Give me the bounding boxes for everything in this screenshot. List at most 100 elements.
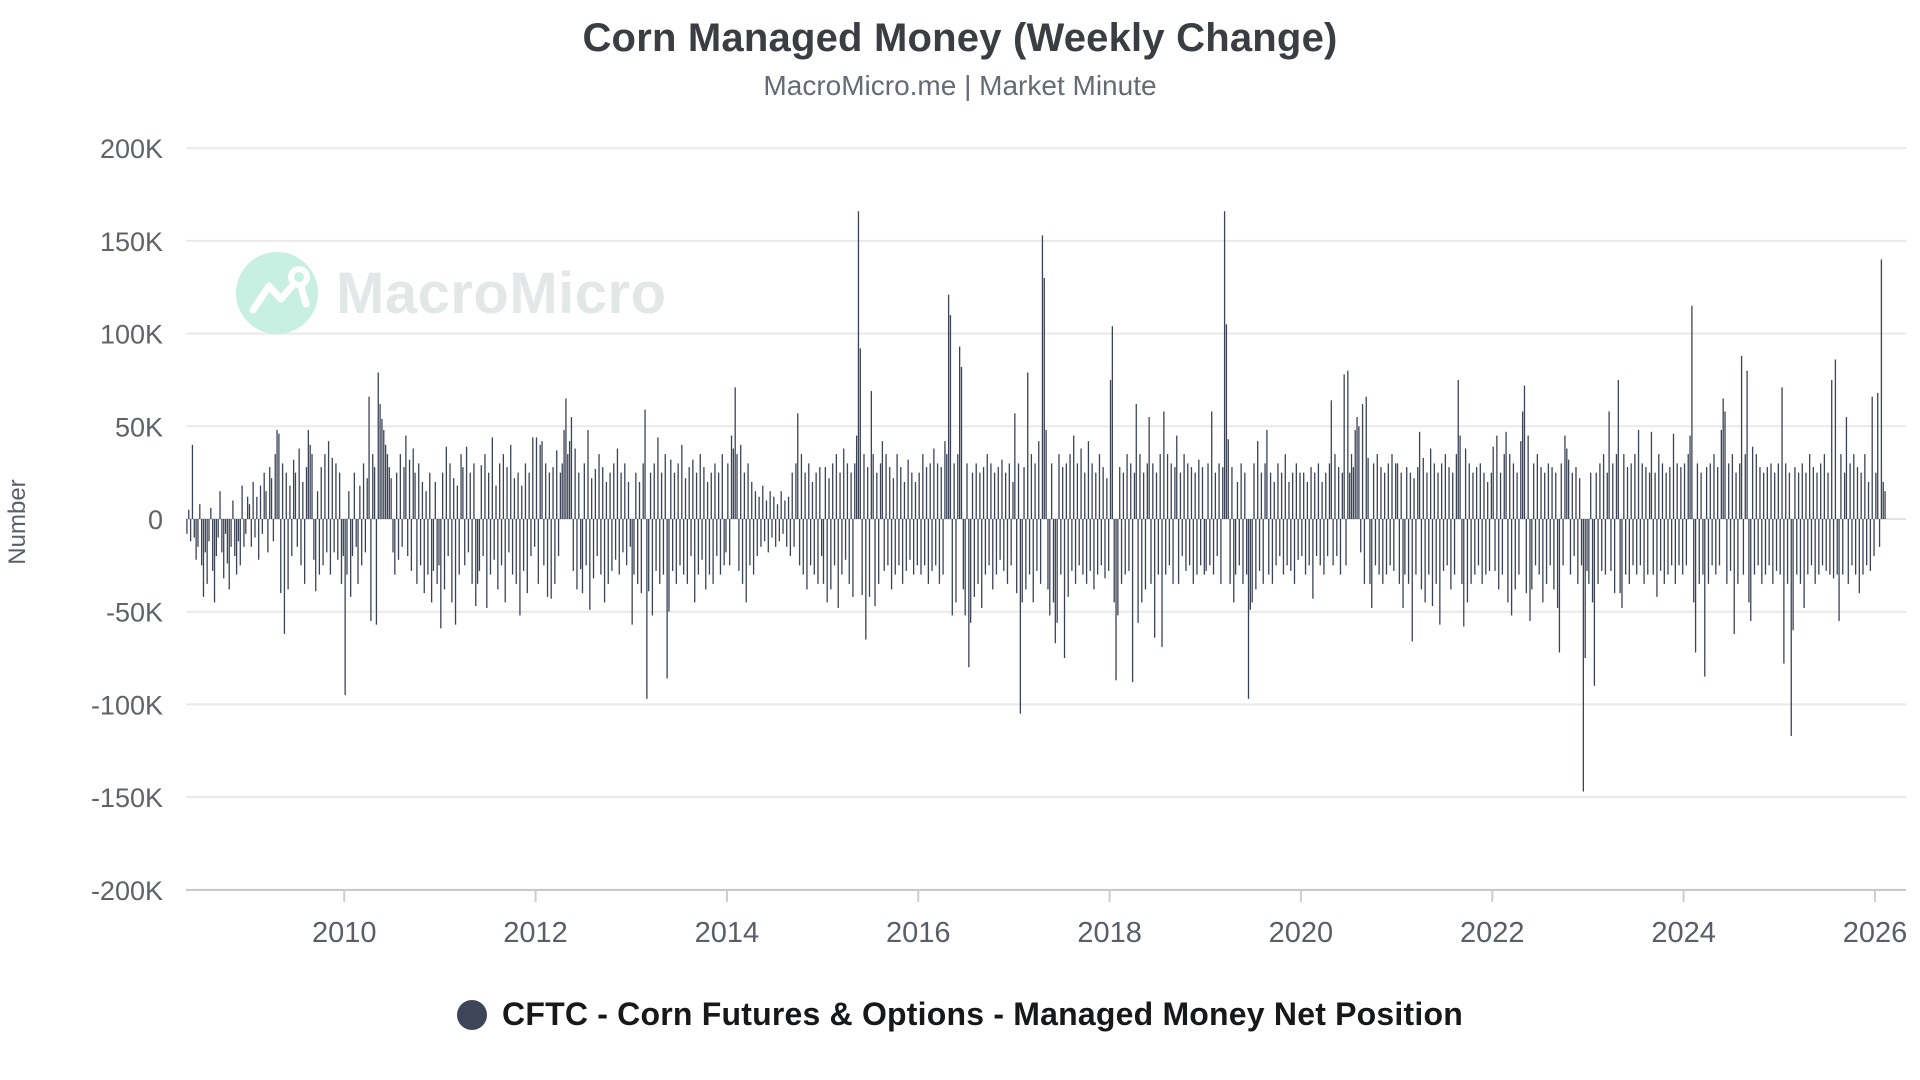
bar[interactable] [1639,519,1642,566]
bar[interactable] [1063,519,1066,659]
bar[interactable] [532,437,534,519]
bar[interactable] [900,467,902,519]
bar[interactable] [559,472,562,519]
bar[interactable] [666,519,668,679]
bar[interactable] [683,519,685,575]
bar[interactable] [1321,481,1323,519]
bar[interactable] [265,491,267,519]
bar[interactable] [1422,457,1424,519]
bar[interactable] [925,467,928,519]
bar[interactable] [397,519,400,560]
bar[interactable] [780,491,782,519]
bar[interactable] [1610,519,1612,571]
bar[interactable] [416,519,418,584]
bar[interactable] [1468,463,1470,519]
bar[interactable] [1049,519,1051,616]
bar[interactable] [913,519,915,575]
bar[interactable] [758,496,760,519]
bar[interactable] [1687,454,1689,519]
bar[interactable] [793,519,795,547]
bar[interactable] [1113,519,1115,603]
bar[interactable] [909,519,911,560]
bar[interactable] [270,478,273,519]
bar[interactable] [1222,467,1224,519]
bar[interactable] [1052,519,1055,603]
bar[interactable] [743,472,746,519]
bar[interactable] [1786,519,1789,584]
bar[interactable] [1588,519,1590,584]
bar[interactable] [835,454,838,519]
bar[interactable] [695,472,698,519]
bar[interactable] [673,472,676,519]
bar[interactable] [350,519,352,597]
bar[interactable] [1821,519,1824,566]
bar[interactable] [1439,519,1441,625]
bar[interactable] [1796,519,1798,575]
bar[interactable] [1720,430,1722,519]
bar[interactable] [1304,519,1307,575]
bar[interactable] [927,519,930,584]
bar[interactable] [1073,435,1075,519]
bar[interactable] [1076,463,1079,519]
bar[interactable] [1781,387,1783,519]
bar[interactable] [1628,519,1630,584]
bar[interactable] [625,519,628,566]
bar[interactable] [513,478,516,519]
bar[interactable] [1590,472,1592,519]
bar[interactable] [1030,454,1033,519]
bar[interactable] [1792,519,1794,631]
bar[interactable] [1255,519,1257,590]
bar[interactable] [1080,448,1082,519]
bar[interactable] [1034,463,1036,519]
bar[interactable] [212,519,214,571]
bar[interactable] [1534,519,1537,566]
bar[interactable] [1759,467,1761,519]
bar[interactable] [1794,467,1796,519]
bar[interactable] [1280,472,1283,519]
bar[interactable] [922,454,924,519]
bar[interactable] [1882,481,1884,519]
bar[interactable] [375,519,378,625]
bar[interactable] [1016,519,1018,594]
bar[interactable] [600,519,602,575]
bar[interactable] [1533,463,1535,519]
bar[interactable] [1017,463,1020,519]
bar[interactable] [219,491,221,519]
bar[interactable] [808,463,810,519]
bar[interactable] [1442,519,1445,571]
bar[interactable] [565,398,567,519]
bar[interactable] [692,459,694,519]
bar[interactable] [1131,519,1134,683]
bar[interactable] [1089,519,1091,571]
bar[interactable] [958,346,961,519]
bar[interactable] [973,519,976,597]
bar[interactable] [1343,374,1345,519]
bar[interactable] [1389,519,1391,566]
bar[interactable] [756,519,758,557]
bar[interactable] [1211,411,1213,519]
bar[interactable] [721,454,723,519]
bar[interactable] [767,519,769,553]
bar[interactable] [1842,519,1844,575]
bar[interactable] [539,444,541,519]
bar[interactable] [1555,472,1557,519]
bar[interactable] [1314,472,1316,519]
bar[interactable] [414,472,416,519]
bar[interactable] [300,519,302,566]
bar[interactable] [1799,519,1802,584]
bar[interactable] [1431,519,1434,607]
bar[interactable] [911,472,913,519]
bar[interactable] [1039,519,1042,584]
bar[interactable] [1194,472,1196,519]
bar[interactable] [307,430,309,519]
bar[interactable] [1406,467,1408,519]
bar[interactable] [460,454,462,519]
bar[interactable] [898,519,900,566]
bar[interactable] [892,478,895,519]
bar[interactable] [1205,519,1207,571]
bar[interactable] [1293,519,1296,584]
bar[interactable] [578,472,580,519]
bar[interactable] [1457,379,1459,519]
bar[interactable] [1349,472,1351,519]
bar[interactable] [381,418,383,519]
